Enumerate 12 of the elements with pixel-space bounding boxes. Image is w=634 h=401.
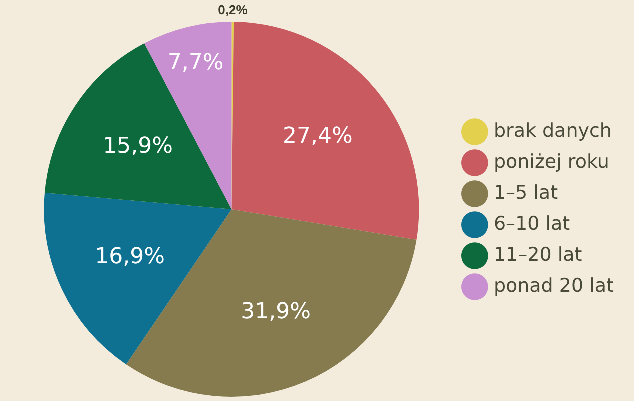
data-label: 31,9%: [241, 300, 312, 325]
legend-label: 11–20 lat: [494, 244, 582, 266]
data-label: 7,7%: [168, 50, 224, 76]
legend-label: ponad 20 lat: [494, 274, 614, 297]
data-label: 15,9%: [103, 134, 174, 159]
data-label: 27,4%: [283, 124, 353, 149]
legend-label: 1–5 lat: [494, 182, 558, 204]
data-label: 16,9%: [95, 244, 166, 270]
legend-label: poniżej roku: [494, 150, 610, 173]
legend-label: 6–10 lat: [494, 212, 570, 235]
legend-label: brak danych: [494, 120, 612, 142]
data-label: 0,2%: [218, 2, 248, 18]
